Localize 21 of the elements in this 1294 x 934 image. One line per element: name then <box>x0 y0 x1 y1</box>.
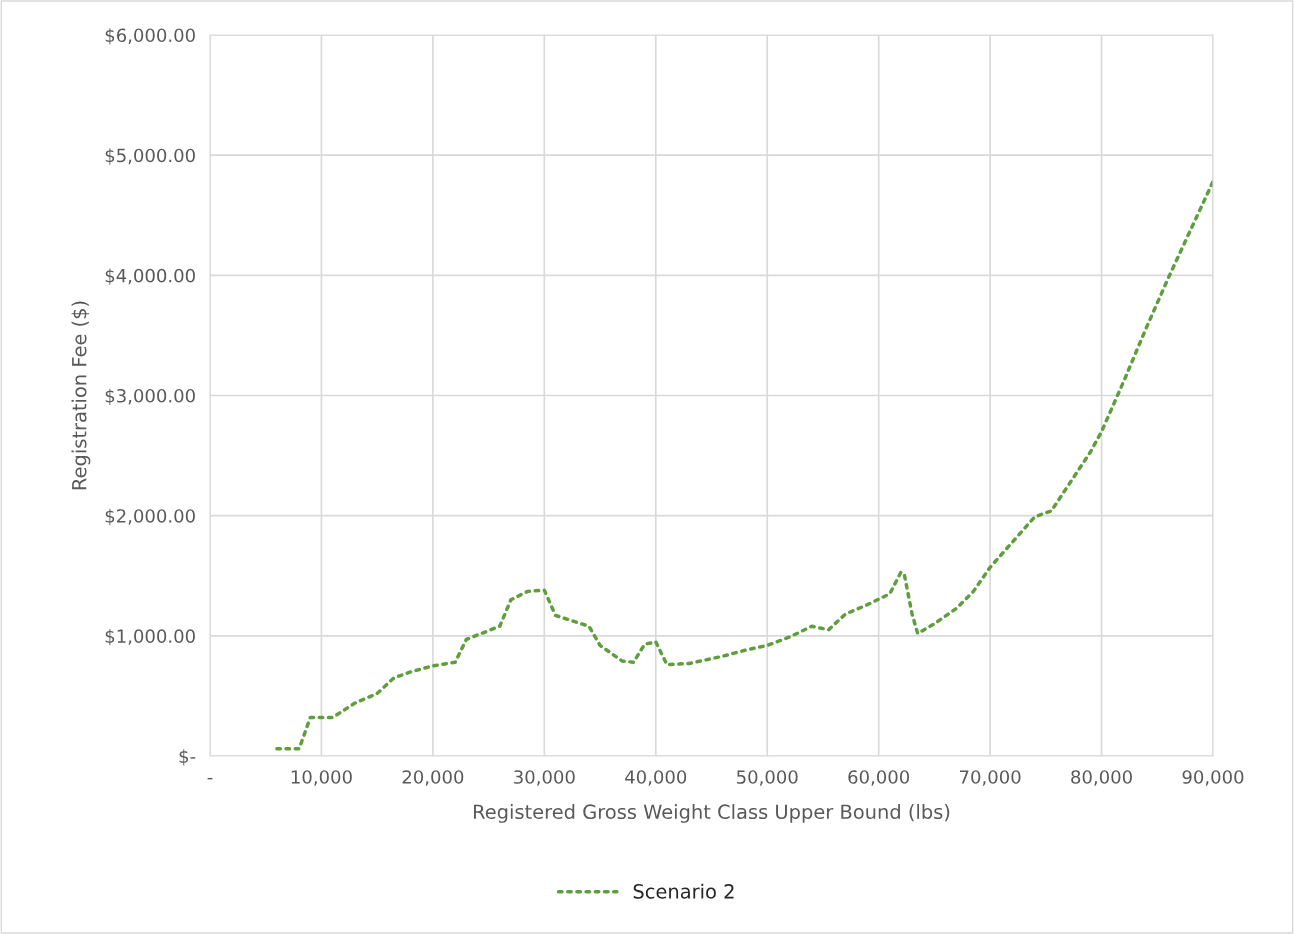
y-tick-label: $- <box>179 749 196 766</box>
x-tick-label: 30,000 <box>514 770 575 786</box>
y-axis-title: Registration Fee ($) <box>71 301 91 490</box>
x-tick-label: 20,000 <box>402 770 464 786</box>
x-tick-label: 50,000 <box>737 770 798 786</box>
y-tick-label: $4,000.00 <box>105 268 195 285</box>
y-tick-label: $5,000.00 <box>105 148 195 165</box>
x-axis-title: Registered Gross Weight Class Upper Bound (lbs) <box>473 804 950 823</box>
x-tick-label: 70,000 <box>960 770 1021 786</box>
y-tick-label: $1,000.00 <box>105 628 195 646</box>
x-tick-label: - <box>207 777 213 780</box>
legend-label: Scenario 2 <box>633 883 734 899</box>
x-tick-label: 10,000 <box>291 770 352 786</box>
x-tick-label: 80,000 <box>1071 770 1132 786</box>
x-tick-label: 90,000 <box>1182 770 1244 786</box>
y-tick-label: $3,000.00 <box>105 388 195 406</box>
line-series <box>275 179 1213 751</box>
x-tick-label: 40,000 <box>625 770 687 786</box>
x-tick-label: 60,000 <box>848 770 910 786</box>
y-tick-label: $6,000.00 <box>105 28 195 45</box>
y-tick-label: $2,000.00 <box>105 508 195 526</box>
